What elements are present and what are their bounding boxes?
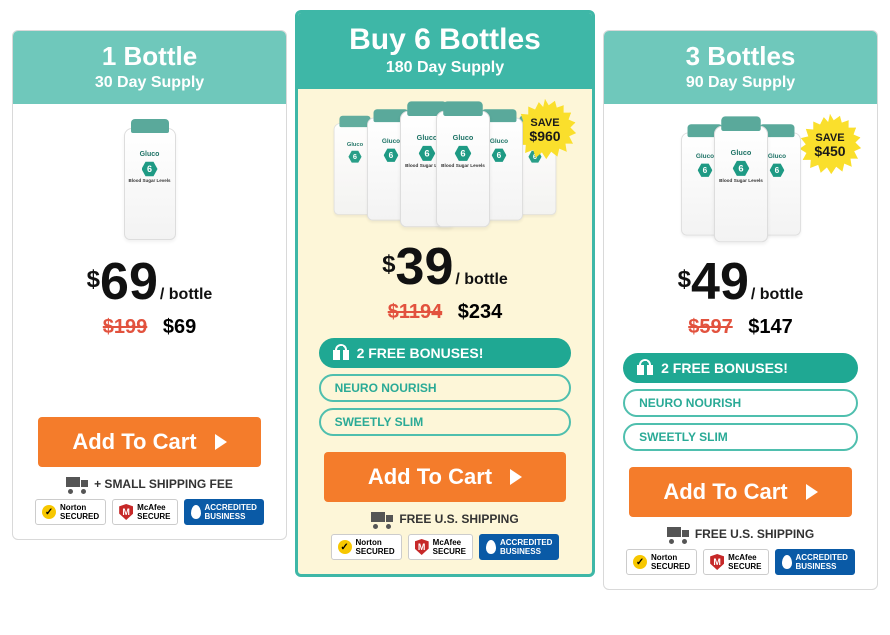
total-price: $69 (163, 316, 196, 338)
shipping-info: FREE U.S. SHIPPING (667, 527, 814, 541)
bonuses-heading: 2 FREE BONUSES! (319, 338, 572, 368)
trust-badges: ✓ NortonSECURED M McAfeeSECURE ACCREDITE… (35, 499, 264, 525)
price-amount: 39 (396, 237, 454, 297)
plan-title: 3 Bottles (604, 41, 877, 72)
norton-badge: ✓ NortonSECURED (626, 549, 697, 575)
old-price: $597 (688, 316, 733, 338)
price: $ 49 / bottle (678, 252, 804, 312)
bonus-item: SWEETLY SLIM (623, 423, 858, 451)
bonus-item: NEURO NOURISH (319, 374, 572, 402)
price-amount: 49 (691, 252, 749, 312)
pricing-plans: 1 Bottle 30 Day Supply Gluco 6 Blood Sug… (0, 10, 890, 590)
truck-icon (66, 477, 88, 491)
bbb-badge: ACCREDITEDBUSINESS (775, 549, 855, 575)
bbb-badge: ACCREDITEDBUSINESS (479, 534, 559, 560)
plan-card-6-bottles: Buy 6 Bottles 180 Day Supply Gluco6 Gluc… (295, 10, 595, 577)
price-compare: $199 $69 (103, 316, 196, 339)
trust-badges: ✓ NortonSECURED M McAfeeSECURE ACCREDITE… (626, 549, 855, 575)
price-compare: $597 $147 (688, 316, 793, 339)
mcafee-badge: M McAfeeSECURE (408, 534, 473, 560)
bonuses: 2 FREE BONUSES! NEURO NOURISH SWEETLY SL… (319, 338, 572, 436)
total-price: $147 (748, 316, 793, 338)
bonuses-heading: 2 FREE BONUSES! (623, 353, 858, 383)
product-image: Gluco6 Gluco6Blood Sugar Levels Gluco6 S… (604, 104, 877, 244)
plan-card-1-bottle: 1 Bottle 30 Day Supply Gluco 6 Blood Sug… (12, 30, 287, 540)
price: $ 69 / bottle (87, 252, 213, 312)
price-compare: $1194 $234 (388, 301, 503, 324)
plan-title: Buy 6 Bottles (298, 23, 592, 57)
mcafee-badge: M McAfeeSECURE (112, 499, 177, 525)
spacer (13, 339, 286, 401)
bottle-icon: Gluco 6 Blood Sugar Levels (124, 128, 176, 240)
norton-badge: ✓ NortonSECURED (331, 534, 402, 560)
bonuses: 2 FREE BONUSES! NEURO NOURISH SWEETLY SL… (623, 353, 858, 451)
shipping-info: FREE U.S. SHIPPING (371, 512, 518, 526)
add-to-cart-button[interactable]: Add To Cart (38, 417, 262, 467)
play-icon (510, 469, 522, 485)
save-badge: SAVE $450 (799, 114, 861, 176)
product-image: Gluco6 Gluco6 Gluco6Blood Sugar Levels G… (298, 89, 592, 229)
play-icon (215, 434, 227, 450)
plan-header: 3 Bottles 90 Day Supply (604, 31, 877, 104)
shipping-info: + SMALL SHIPPING FEE (66, 477, 233, 491)
old-price: $1194 (388, 301, 443, 323)
plan-subtitle: 90 Day Supply (604, 74, 877, 92)
gift-icon (637, 361, 653, 375)
trust-badges: ✓ NortonSECURED M McAfeeSECURE ACCREDITE… (331, 534, 560, 560)
norton-badge: ✓ NortonSECURED (35, 499, 106, 525)
product-image: Gluco 6 Blood Sugar Levels (13, 104, 286, 244)
price: $ 39 / bottle (382, 237, 508, 297)
price-amount: 69 (100, 252, 158, 312)
plan-card-3-bottles: 3 Bottles 90 Day Supply Gluco6 Gluco6Blo… (603, 30, 878, 590)
bonus-item: NEURO NOURISH (623, 389, 858, 417)
plan-title: 1 Bottle (13, 41, 286, 72)
gift-icon (333, 346, 349, 360)
bonus-item: SWEETLY SLIM (319, 408, 572, 436)
truck-icon (371, 512, 393, 526)
plan-subtitle: 30 Day Supply (13, 74, 286, 92)
mcafee-badge: M McAfeeSECURE (703, 549, 768, 575)
plan-header: Buy 6 Bottles 180 Day Supply (298, 13, 592, 89)
plan-subtitle: 180 Day Supply (298, 59, 592, 77)
plan-header: 1 Bottle 30 Day Supply (13, 31, 286, 104)
old-price: $199 (103, 316, 148, 338)
bbb-badge: ACCREDITEDBUSINESS (184, 499, 264, 525)
truck-icon (667, 527, 689, 541)
add-to-cart-button[interactable]: Add To Cart (629, 467, 853, 517)
play-icon (806, 484, 818, 500)
add-to-cart-button[interactable]: Add To Cart (324, 452, 565, 502)
total-price: $234 (458, 301, 503, 323)
